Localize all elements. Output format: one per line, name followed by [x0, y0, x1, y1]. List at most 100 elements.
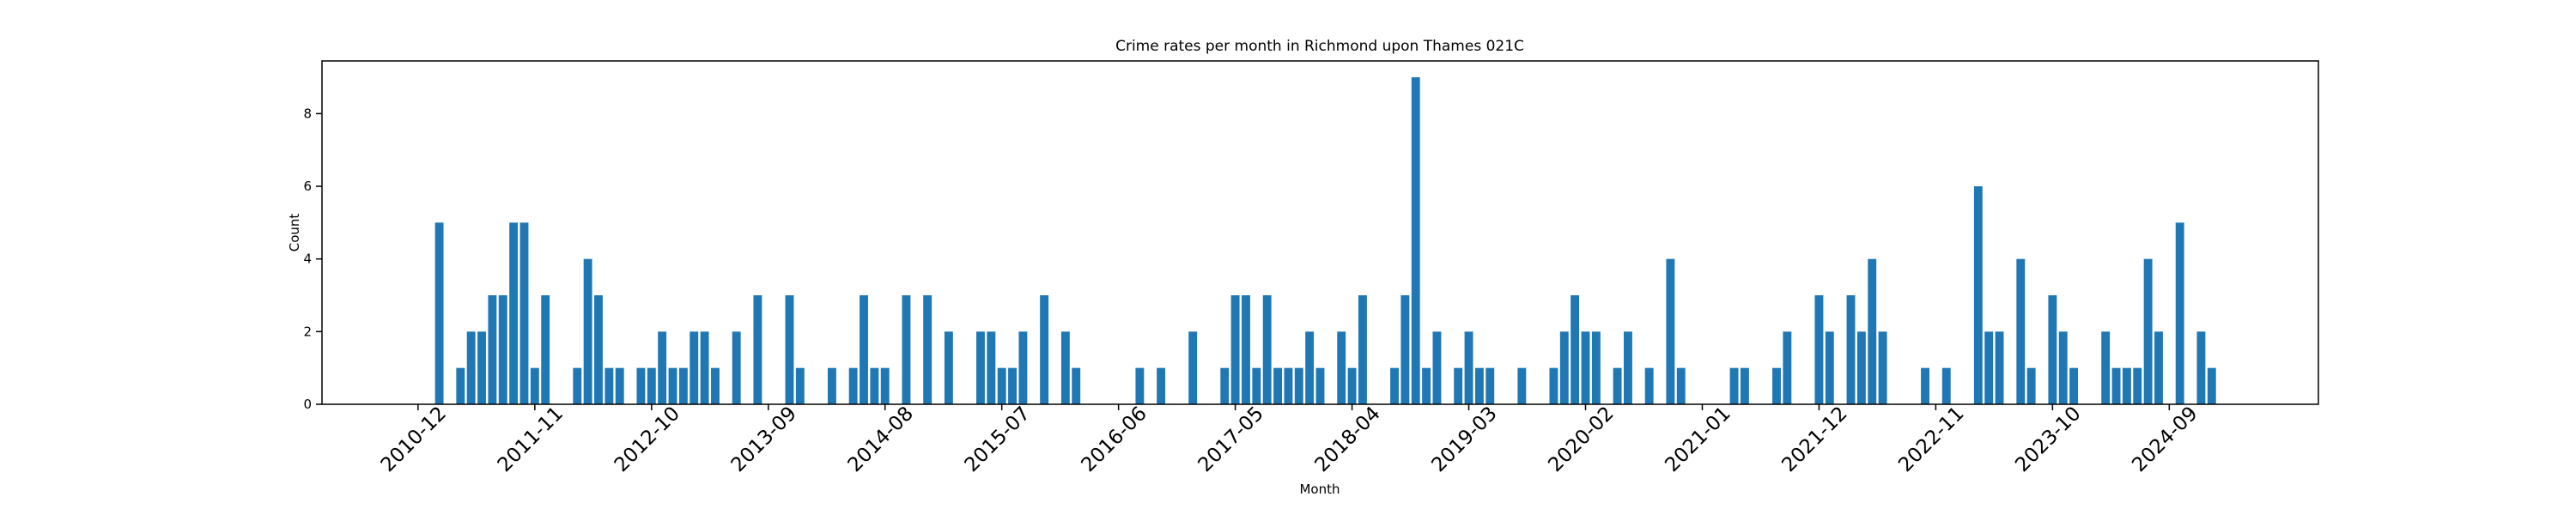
- y-axis-label: Count: [287, 214, 302, 252]
- bar: [2154, 331, 2163, 404]
- bar: [541, 295, 550, 404]
- bar: [615, 367, 624, 404]
- bar: [1814, 295, 1824, 404]
- bar: [594, 295, 603, 404]
- bar: [1644, 367, 1654, 404]
- bar: [1273, 367, 1283, 404]
- bar: [1072, 367, 1081, 404]
- bar: [1018, 331, 1028, 404]
- bar: [1783, 331, 1792, 404]
- bar: [795, 367, 805, 404]
- bar: [1262, 295, 1272, 404]
- bar: [434, 222, 444, 404]
- chart-title: Crime rates per month in Richmond upon T…: [1115, 38, 1524, 55]
- bar: [700, 331, 709, 404]
- bar: [848, 367, 858, 404]
- bar: [827, 367, 836, 404]
- bar: [1591, 331, 1601, 404]
- bar: [2069, 367, 2079, 404]
- bar: [1157, 367, 1166, 404]
- bar: [1973, 186, 1983, 404]
- bar: [605, 367, 614, 404]
- bar: [1729, 367, 1739, 404]
- y-tick-label: 0: [303, 397, 312, 412]
- bar: [2122, 367, 2131, 404]
- bar: [1188, 331, 1198, 404]
- bar: [902, 295, 911, 404]
- bar: [690, 331, 699, 404]
- bar: [1390, 367, 1399, 404]
- bar: [498, 295, 507, 404]
- bar: [2058, 331, 2068, 404]
- bar: [668, 367, 677, 404]
- bar: [1581, 331, 1590, 404]
- bar: [1294, 367, 1303, 404]
- bar: [583, 258, 592, 404]
- bar: [1135, 367, 1145, 404]
- bar: [2207, 367, 2216, 404]
- bar: [2016, 258, 2026, 404]
- bar: [573, 367, 582, 404]
- bar: [2111, 367, 2121, 404]
- bar: [530, 367, 539, 404]
- bar: [456, 367, 465, 404]
- bar: [1315, 367, 1325, 404]
- bar: [870, 367, 879, 404]
- bar: [2143, 258, 2153, 404]
- bar: [647, 367, 656, 404]
- bar: [1571, 295, 1580, 404]
- bar: [1549, 367, 1558, 404]
- bar: [1624, 331, 1632, 404]
- bar: [880, 367, 890, 404]
- bar: [2048, 295, 2057, 404]
- bar: [1868, 258, 1877, 404]
- bar: [923, 295, 933, 404]
- bar: [1284, 367, 1293, 404]
- bar: [1464, 331, 1473, 404]
- bar: [1422, 367, 1431, 404]
- y-tick-label: 6: [303, 179, 312, 194]
- bar: [1400, 295, 1410, 404]
- bar: [1474, 367, 1484, 404]
- y-tick-label: 4: [303, 251, 312, 267]
- bar: [1846, 295, 1856, 404]
- bar: [944, 331, 953, 404]
- y-tick-label: 2: [303, 324, 312, 339]
- bar: [1740, 367, 1749, 404]
- bar: [1305, 331, 1315, 404]
- bar: [2133, 367, 2142, 404]
- bar: [732, 331, 741, 404]
- bar: [997, 367, 1006, 404]
- bar: [711, 367, 720, 404]
- plot-frame: [321, 60, 2319, 405]
- bar: [1941, 367, 1951, 404]
- bar: [976, 331, 985, 404]
- bar: [1337, 331, 1346, 404]
- bar: [519, 222, 529, 404]
- bar: [2101, 331, 2111, 404]
- bar: [1856, 331, 1866, 404]
- bar: [785, 295, 794, 404]
- bar: [1220, 367, 1230, 404]
- bar: [1060, 331, 1070, 404]
- bar: [1485, 367, 1495, 404]
- bar: [1230, 295, 1240, 404]
- x-axis-label: Month: [1299, 482, 1340, 497]
- bar: [1517, 367, 1527, 404]
- bar: [1454, 367, 1463, 404]
- bar: [1040, 295, 1049, 404]
- bar: [678, 367, 688, 404]
- bar: [466, 331, 476, 404]
- bar: [753, 295, 762, 404]
- bar: [1772, 367, 1781, 404]
- bar: [1825, 331, 1834, 404]
- bar: [1432, 331, 1442, 404]
- y-tick-label: 8: [303, 106, 312, 121]
- bar: [658, 331, 667, 404]
- bar: [1921, 367, 1929, 404]
- bar: [1984, 331, 1994, 404]
- bar: [1358, 295, 1367, 404]
- bar: [2175, 222, 2184, 404]
